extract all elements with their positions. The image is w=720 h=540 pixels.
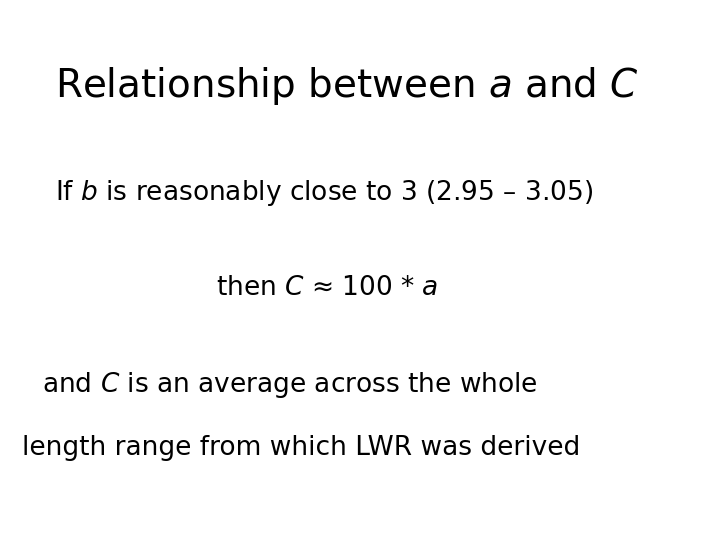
Text: If $b$ is reasonably close to 3 (2.95 – 3.05): If $b$ is reasonably close to 3 (2.95 – … <box>55 178 593 208</box>
Text: length range from which LWR was derived: length range from which LWR was derived <box>22 435 580 461</box>
Text: and $C$ is an average across the whole: and $C$ is an average across the whole <box>42 370 537 400</box>
Text: then $C$ ≈ 100 * $a$: then $C$ ≈ 100 * $a$ <box>216 275 438 301</box>
Text: Relationship between $a$ and $C$: Relationship between $a$ and $C$ <box>55 65 639 107</box>
